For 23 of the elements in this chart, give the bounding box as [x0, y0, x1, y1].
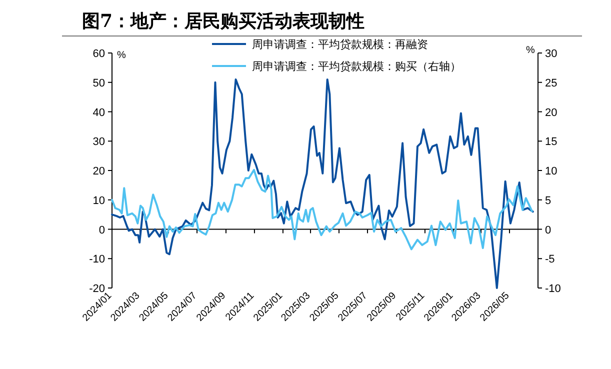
title: 图7：地产：居民购买活动表现韧性	[82, 11, 365, 32]
y2-tick-label: 10	[545, 166, 558, 178]
legend-label: 周申请调查：平均贷款规模：购买（右轴）	[252, 60, 461, 73]
y2-tick-label: 25	[545, 77, 558, 90]
y2-tick-label: 0	[545, 224, 552, 236]
y2-tick-label: -5	[545, 254, 555, 266]
y-tick-label: 60	[92, 48, 105, 60]
y-tick-label: 40	[92, 106, 105, 119]
y-tick-label: -10	[89, 254, 105, 266]
y2-tick-label: 15	[545, 136, 558, 148]
y-tick-label: 20	[92, 166, 105, 178]
y2-tick-label: -10	[545, 283, 561, 295]
y2-tick-label: 20	[545, 106, 558, 119]
y-tick-label: -20	[89, 283, 105, 295]
y-tick-label: 0	[98, 224, 105, 236]
y-tick-label: 50	[92, 77, 105, 90]
y-tick-label: 30	[92, 136, 105, 148]
y-axis-title: %	[117, 50, 126, 61]
y2-axis-title: %	[526, 45, 535, 56]
y2-tick-label: 5	[545, 194, 552, 207]
y-tick-label: 10	[92, 194, 105, 207]
legend-label: 周申请调查：平均贷款规模：再融资	[252, 38, 428, 51]
y2-tick-label: 30	[545, 48, 558, 60]
